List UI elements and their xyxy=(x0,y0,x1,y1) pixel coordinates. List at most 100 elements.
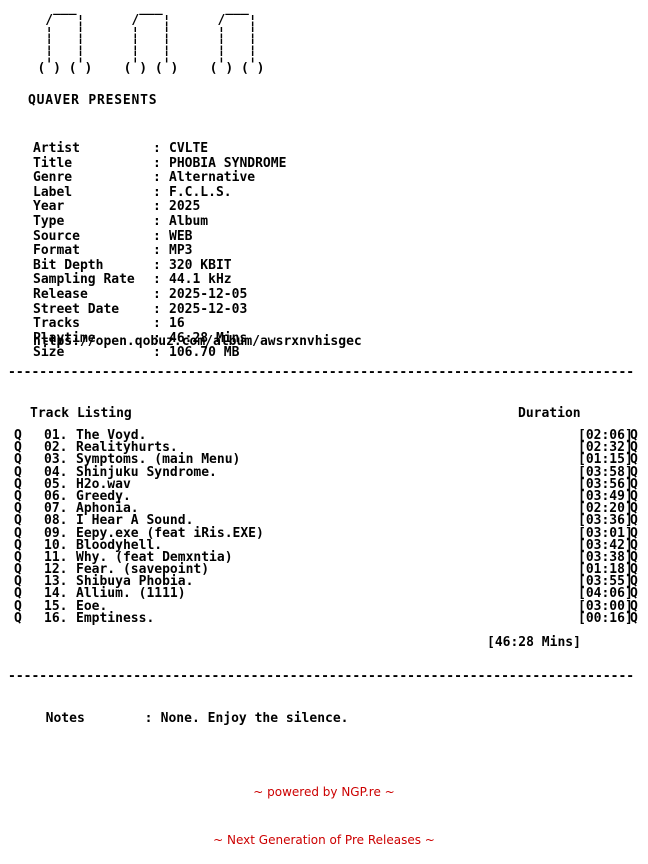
track-title: Bloodyhell. xyxy=(76,537,163,553)
track-duration: [03:00] xyxy=(578,598,633,614)
track-row: Q 14. Allium. (1111) [04:06] Q xyxy=(0,586,648,602)
metadata-separator: : xyxy=(153,155,161,171)
track-number: 05. xyxy=(44,476,68,492)
metadata-value: 2025-12-05 xyxy=(169,286,248,302)
metadata-row: Artist: CVLTE xyxy=(33,141,286,157)
metadata-value: 2025 xyxy=(169,199,201,215)
track-title: Symptoms. (main Menu) xyxy=(76,452,241,468)
track-marker-right: Q xyxy=(630,513,638,529)
track-row: Q 01. The Voyd. [02:06] Q xyxy=(0,428,648,443)
metadata-separator: : xyxy=(153,330,161,346)
notes-separator: : xyxy=(144,711,153,726)
track-number: 14. xyxy=(44,586,68,602)
metadata-key: Genre xyxy=(33,170,73,186)
metadata-value: 46:28 Mins xyxy=(169,330,248,346)
track-title: Greedy. xyxy=(76,488,131,504)
track-title: Eoe. xyxy=(76,598,108,614)
metadata-separator: : xyxy=(153,272,161,288)
metadata-separator: : xyxy=(153,141,161,156)
track-duration: [03:56] xyxy=(578,476,633,492)
metadata-value: Alternative xyxy=(169,170,256,186)
track-duration: [02:06] xyxy=(578,428,633,443)
metadata-row: Playtime:46:28 Mins xyxy=(33,330,286,347)
duration-heading: Duration xyxy=(518,406,581,421)
metadata-key: Playtime xyxy=(33,330,96,346)
track-row: Q 04. Shinjuku Syndrome. [03:58] Q xyxy=(0,464,648,480)
track-number: 13. xyxy=(44,574,68,590)
metadata-row: Title: PHOBIA SYNDROME xyxy=(33,155,287,172)
track-marker-left: Q xyxy=(14,452,22,468)
track-marker-right: Q xyxy=(630,586,638,602)
metadata-key: Street Date xyxy=(33,301,120,317)
metadata-key: Title xyxy=(33,155,73,171)
metadata-separator: : xyxy=(153,301,161,317)
track-row: Q 06. Greedy. [03:49] Q xyxy=(0,488,648,504)
track-title: Realityhurts. xyxy=(76,440,178,456)
track-number: 11. xyxy=(44,549,68,565)
metadata-row: Year:2025 xyxy=(33,200,286,215)
track-marker-right: Q xyxy=(630,452,638,468)
metadata-row: Sampling Rate:44.1 kHz xyxy=(33,273,286,288)
metadata-value: PHOBIA SYNDROME xyxy=(169,155,287,171)
track-marker-left: Q xyxy=(14,428,22,443)
track-row: Q 09. Eepy.exe (feat iRis.EXE) [03:01] Q xyxy=(0,525,648,541)
track-number: 09. xyxy=(44,525,68,541)
metadata-key: Release xyxy=(33,286,88,302)
presents-title: QUAVER PRESENTS xyxy=(28,93,158,108)
metadata-row: Format: MP3 xyxy=(33,243,286,259)
track-number: 15. xyxy=(44,598,68,614)
track-duration: [03:36] xyxy=(578,513,633,529)
metadata-key: Format xyxy=(33,243,80,259)
metadata-value: MP3 xyxy=(169,243,193,259)
metadata-separator: : xyxy=(153,345,161,361)
track-marker-right: Q xyxy=(630,464,638,480)
track-marker-right: Q xyxy=(630,488,638,504)
track-duration: [03:49] xyxy=(578,488,633,504)
track-marker-left: Q xyxy=(14,476,22,492)
track-row: Q 13. Shibuya Phobia. [03:55] Q xyxy=(0,574,648,590)
track-marker-left: Q xyxy=(14,513,22,529)
track-row: Q 03. Symptoms. (main Menu) [01:15] Q xyxy=(0,452,648,468)
track-marker-right: Q xyxy=(630,525,638,541)
tracklist-heading: Track Listing xyxy=(30,406,132,421)
track-duration: [02:20] xyxy=(578,501,633,517)
track-title: Allium. (1111) xyxy=(76,586,186,602)
track-title: I Hear A Sound. xyxy=(76,513,194,529)
divider-bottom: ----------------------------------------… xyxy=(8,672,635,682)
track-title: Fear. (savepoint) xyxy=(76,562,210,578)
total-playtime: [46:28 Mins] xyxy=(487,635,581,650)
track-marker-right: Q xyxy=(630,610,638,626)
track-row: Q 16. Emptiness. [00:16] Q xyxy=(0,610,648,626)
metadata-value: 44.1 kHz xyxy=(169,272,232,288)
track-marker-right: Q xyxy=(630,440,638,456)
track-number: 06. xyxy=(44,488,68,504)
track-marker-left: Q xyxy=(14,537,22,553)
metadata-separator: : xyxy=(153,199,161,215)
track-marker-right: Q xyxy=(630,574,638,590)
metadata-key: Tracks xyxy=(33,316,80,332)
metadata-value: 320 KBIT xyxy=(169,257,232,273)
album-url[interactable]: https://open.qobuz.com/album/awsrxnvhisg… xyxy=(33,334,362,349)
track-number: 12. xyxy=(44,562,68,578)
metadata-key: Year xyxy=(33,199,65,215)
track-title: Aphonia. xyxy=(76,501,139,517)
metadata-separator: : xyxy=(153,170,161,186)
metadata-separator: : xyxy=(153,184,161,200)
metadata-separator: : xyxy=(153,316,161,332)
track-title: Shibuya Phobia. xyxy=(76,574,194,590)
track-marker-right: Q xyxy=(630,428,638,443)
notes-value: None. Enjoy the silence. xyxy=(160,711,349,726)
metadata-row: Genre: Alternative xyxy=(33,170,286,186)
track-marker-left: Q xyxy=(14,610,22,626)
track-duration: [02:32] xyxy=(578,440,633,456)
track-row: Q 12. Fear. (savepoint) [01:18] Q xyxy=(0,562,648,578)
track-duration: [01:15] xyxy=(578,452,633,468)
track-marker-left: Q xyxy=(14,464,22,480)
track-marker-left: Q xyxy=(14,440,22,456)
metadata-row: Source: WEB xyxy=(33,229,286,245)
track-number: 02. xyxy=(44,440,68,456)
track-row: Q 10. Bloodyhell. [03:42] Q xyxy=(0,537,648,553)
track-row: Q 11. Why. (feat Demxntia) [03:38] Q xyxy=(0,549,648,565)
metadata-value: 16 xyxy=(169,316,185,332)
metadata-row: Bit Depth:320 KBIT xyxy=(33,257,286,274)
